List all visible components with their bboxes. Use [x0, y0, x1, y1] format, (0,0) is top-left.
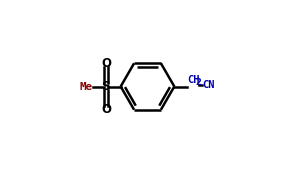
Text: Me: Me: [80, 81, 93, 92]
Text: 2: 2: [195, 78, 201, 87]
Text: CN: CN: [203, 80, 215, 90]
Text: O: O: [101, 57, 111, 70]
Text: O: O: [101, 103, 111, 116]
Text: CH: CH: [187, 75, 200, 85]
Text: S: S: [101, 80, 111, 93]
